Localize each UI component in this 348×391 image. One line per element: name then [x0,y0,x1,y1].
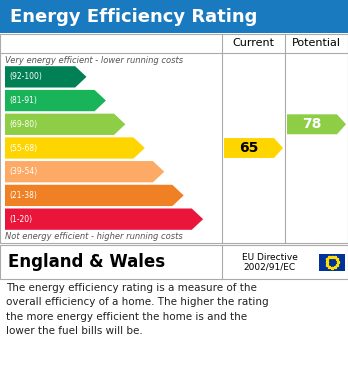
Text: G: G [205,213,215,226]
Text: The energy efficiency rating is a measure of the
overall efficiency of a home. T: The energy efficiency rating is a measur… [6,283,269,336]
Text: D: D [146,142,157,154]
Text: (55-68): (55-68) [9,143,37,152]
Text: (81-91): (81-91) [9,96,37,105]
Text: 2002/91/EC: 2002/91/EC [244,262,296,271]
Text: Current: Current [232,38,275,48]
Polygon shape [224,138,283,158]
Text: (1-20): (1-20) [9,215,32,224]
Polygon shape [5,161,164,182]
Bar [319,253,345,271]
Text: Potential: Potential [292,38,341,48]
Polygon shape [5,114,125,135]
Polygon shape [287,114,346,134]
Bar [0,34,348,243]
Bar [0,245,348,279]
Text: 65: 65 [239,141,259,155]
Text: E: E [166,165,174,178]
Polygon shape [5,66,87,88]
Polygon shape [5,137,145,159]
Text: A: A [88,70,98,83]
Text: England & Wales: England & Wales [8,253,165,271]
Polygon shape [5,185,184,206]
Text: F: F [185,189,194,202]
Text: (39-54): (39-54) [9,167,37,176]
Polygon shape [5,90,106,111]
Text: (92-100): (92-100) [9,72,42,81]
Text: Very energy efficient - lower running costs: Very energy efficient - lower running co… [5,56,183,65]
Text: C: C [127,118,136,131]
Text: Energy Efficiency Rating: Energy Efficiency Rating [10,7,258,25]
Text: (69-80): (69-80) [9,120,37,129]
Text: Not energy efficient - higher running costs: Not energy efficient - higher running co… [5,232,183,241]
Bar [0,0,348,33]
Text: (21-38): (21-38) [9,191,37,200]
Polygon shape [5,208,203,230]
Text: EU Directive: EU Directive [242,253,298,262]
Text: B: B [108,94,117,107]
Text: 78: 78 [302,117,322,131]
